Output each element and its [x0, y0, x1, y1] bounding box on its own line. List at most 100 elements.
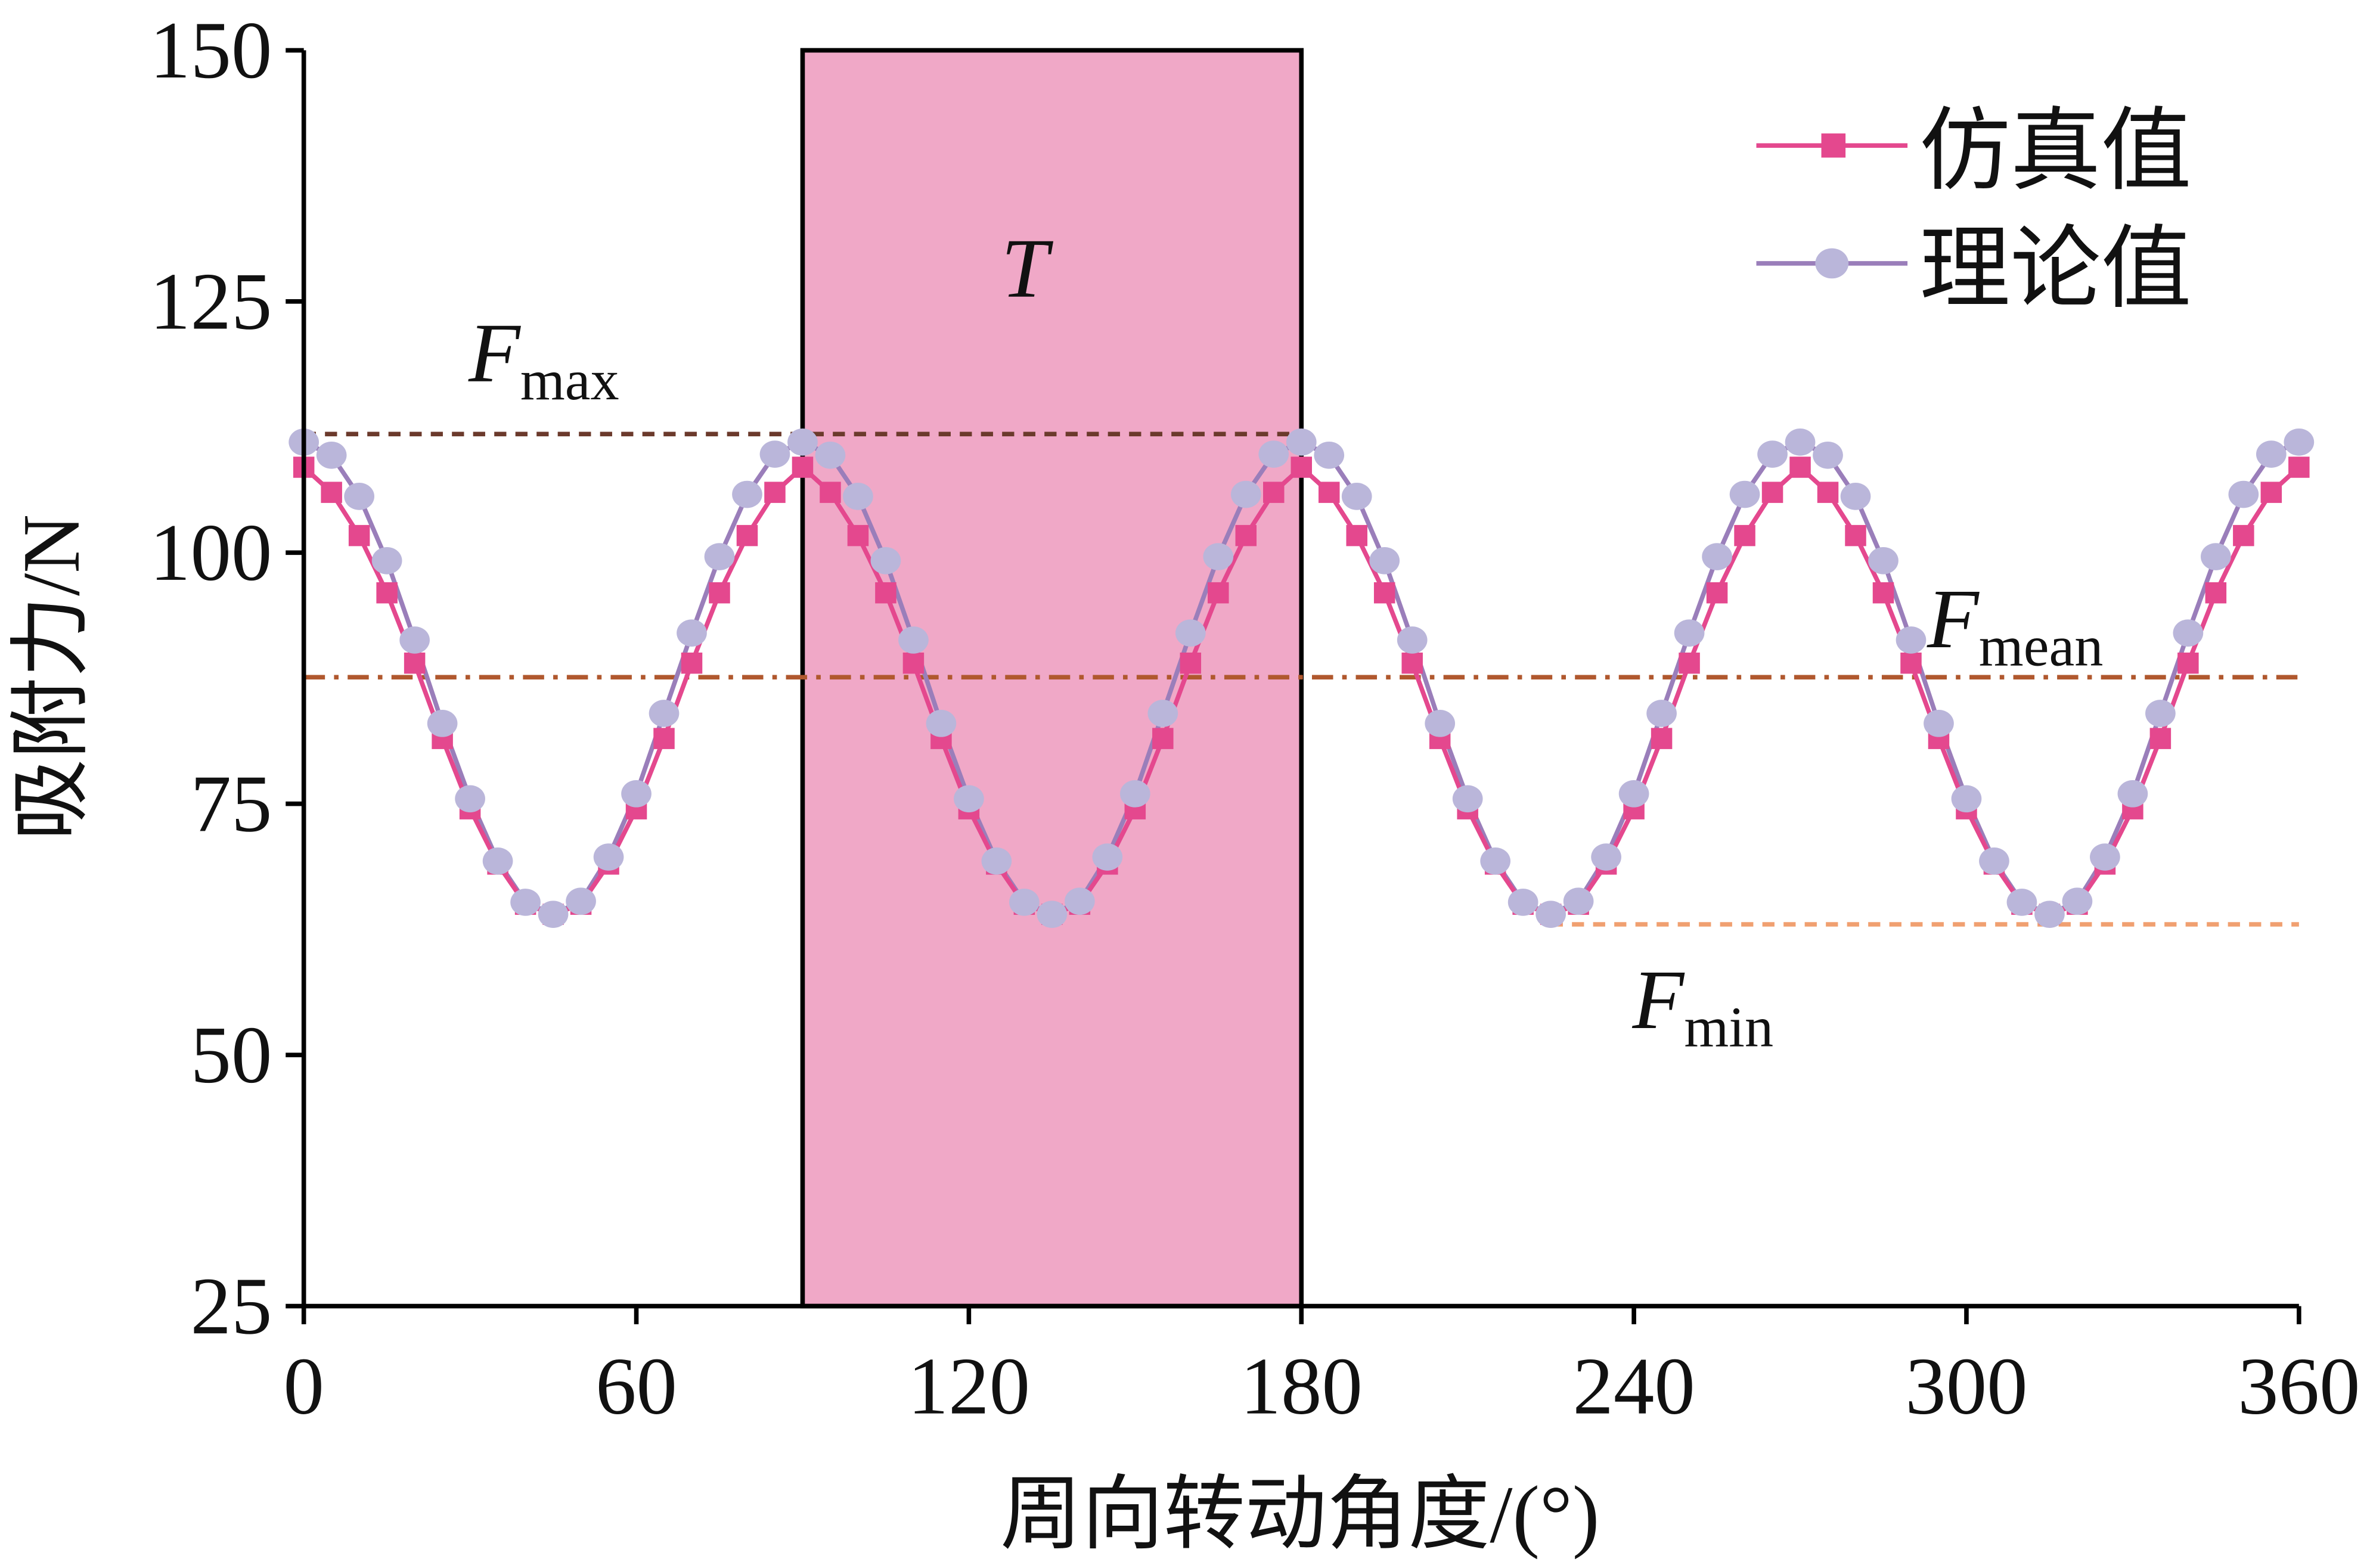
data-point-circle	[870, 547, 901, 575]
data-point-circle	[371, 547, 402, 575]
data-point-square	[2149, 728, 2172, 749]
data-point-circle	[1951, 785, 1982, 813]
data-point-circle	[1258, 440, 1289, 468]
data-point-square	[1761, 482, 1783, 503]
y-tick-label: 150	[150, 5, 272, 95]
data-point-circle	[510, 889, 541, 916]
data-point-circle	[1757, 440, 1788, 468]
data-point-circle	[1037, 901, 1068, 928]
data-point-circle	[2090, 843, 2120, 871]
data-point-circle	[1785, 429, 1816, 456]
data-point-circle	[2173, 619, 2204, 647]
legend-label: 理论值	[1919, 219, 2191, 319]
data-point-square	[1208, 582, 1229, 604]
data-point-circle	[1397, 626, 1428, 654]
x-axis-label: 周向转动角度/(°)	[1000, 1469, 1599, 1560]
data-point-circle	[1480, 847, 1511, 875]
data-point-square	[1679, 652, 1700, 674]
data-point-square	[2260, 482, 2282, 503]
x-tick-label: 240	[1572, 1341, 1695, 1432]
data-point-circle	[1175, 619, 1206, 647]
data-point-circle	[1924, 710, 1954, 737]
data-point-circle	[399, 626, 430, 654]
data-point-circle	[2228, 480, 2259, 508]
data-point-square	[2288, 457, 2310, 478]
data-point-circle	[1369, 547, 1400, 575]
data-point-circle	[1674, 619, 1705, 647]
data-point-circle	[2117, 780, 2148, 808]
data-point-square	[875, 582, 896, 604]
data-point-square	[681, 652, 703, 674]
data-point-circle	[2062, 887, 2093, 915]
data-point-circle	[926, 710, 957, 737]
legend-label: 仿真值	[1919, 101, 2191, 201]
data-point-circle	[981, 847, 1012, 875]
axes	[286, 48, 2301, 1325]
data-point-square	[376, 582, 398, 604]
tick-labels: 0 60 120 180 240 300 360 25 50 75 100 125 150	[150, 5, 2360, 1432]
y-tick-label: 125	[150, 256, 272, 346]
y-tick-label: 100	[150, 507, 272, 598]
data-point-square	[1706, 582, 1728, 604]
x-tick-label: 120	[908, 1341, 1030, 1432]
x-tick-label: 0	[283, 1341, 324, 1432]
data-point-circle	[1840, 483, 1871, 510]
y-tick-label: 25	[191, 1260, 272, 1351]
data-point-circle	[1064, 887, 1095, 915]
y-axis-label: 吸附力/N	[6, 514, 97, 841]
data-point-square	[1291, 457, 1312, 478]
x-tick-label: 360	[2238, 1341, 2360, 1432]
x-tick-label: 300	[1905, 1341, 2027, 1432]
data-point-circle	[1868, 547, 1899, 575]
data-point-circle	[566, 887, 596, 915]
data-point-circle	[1341, 483, 1372, 510]
data-point-circle	[843, 483, 873, 510]
data-point-square	[348, 524, 370, 547]
data-point-square	[736, 524, 758, 547]
data-point-circle	[677, 619, 707, 647]
data-point-square	[847, 524, 869, 547]
data-point-circle	[1009, 889, 1040, 916]
data-point-circle	[482, 847, 513, 875]
data-point-circle	[1092, 843, 1123, 871]
data-point-circle	[1591, 843, 1621, 871]
data-point-circle	[1563, 887, 1594, 915]
data-point-circle	[1507, 889, 1538, 916]
series-layer	[289, 429, 2315, 928]
data-point-circle	[1646, 700, 1677, 727]
data-point-square	[792, 457, 814, 478]
data-point-square	[2233, 524, 2254, 547]
data-point-circle	[1147, 700, 1178, 727]
x-tick-label: 60	[595, 1341, 677, 1432]
data-point-square	[1900, 652, 1922, 674]
data-point-circle	[1702, 543, 1732, 570]
x-tick-label: 180	[1240, 1341, 1363, 1432]
data-point-square	[902, 652, 925, 674]
data-point-circle	[1618, 780, 1649, 808]
data-point-circle	[1230, 480, 1261, 508]
data-point-circle	[316, 441, 347, 469]
reference-labels: Fmax Fmean Fmin	[468, 306, 2103, 1059]
data-point-square	[653, 728, 675, 749]
data-point-square	[1152, 728, 1174, 749]
data-point-circle	[2006, 889, 2037, 916]
reference-label-min: Fmin	[1632, 952, 1774, 1058]
data-point-circle	[2284, 429, 2315, 456]
data-point-circle	[1314, 441, 1345, 469]
data-point-circle	[759, 440, 790, 468]
reference-label-mean: Fmean	[1927, 572, 2103, 678]
data-point-circle	[1452, 785, 1483, 813]
data-point-square	[1845, 524, 1866, 547]
data-point-circle	[732, 480, 762, 508]
data-point-circle	[344, 483, 375, 510]
data-point-circle	[1813, 441, 1843, 469]
data-point-square	[820, 482, 841, 503]
data-point-circle	[2256, 440, 2287, 468]
region-label: T	[1001, 221, 1054, 315]
data-point-square	[1346, 524, 1367, 547]
data-point-square	[1235, 524, 1257, 547]
data-point-circle	[1896, 626, 1927, 654]
data-point-circle	[1203, 543, 1234, 570]
data-point-square	[321, 482, 342, 503]
data-point-circle	[593, 843, 624, 871]
